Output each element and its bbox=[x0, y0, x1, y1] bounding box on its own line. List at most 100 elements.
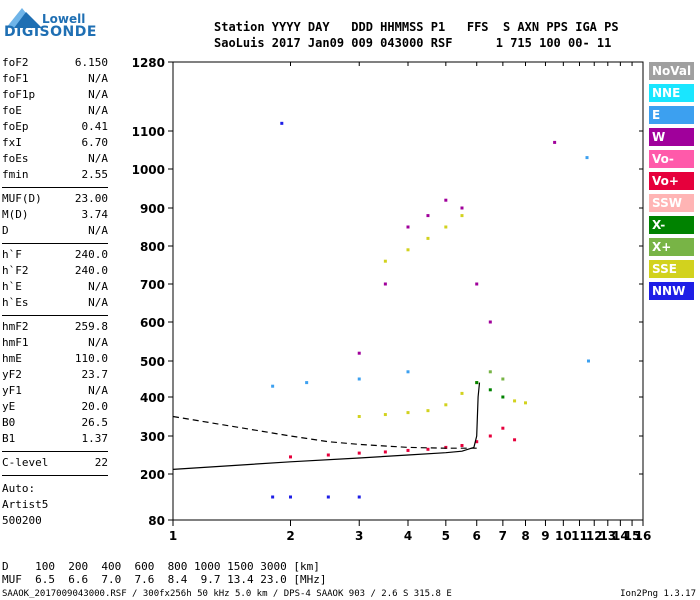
y-tick-label: 1000 bbox=[132, 163, 165, 177]
param-name: foEs bbox=[2, 152, 29, 165]
param-name: foF2 bbox=[2, 56, 29, 69]
scatter-point bbox=[585, 156, 589, 160]
param-name: yF1 bbox=[2, 384, 22, 397]
param-name: foE bbox=[2, 104, 22, 117]
y-tick-label: 600 bbox=[140, 316, 165, 330]
legend-item-nnw: NNW bbox=[649, 282, 694, 300]
scatter-point bbox=[357, 495, 361, 499]
x-tick-label: 15 bbox=[624, 529, 641, 543]
param-name: MUF(D) bbox=[2, 192, 42, 205]
logo-text-top: Lowell bbox=[42, 12, 86, 26]
param-value: 20.0 bbox=[81, 400, 109, 413]
param-value: N/A bbox=[88, 336, 108, 349]
y-tick-label: 500 bbox=[140, 355, 165, 369]
param-row-foep: foEp 0.41 bbox=[2, 120, 108, 136]
scatter-point bbox=[280, 121, 284, 125]
scatter-point bbox=[501, 426, 505, 430]
logo-text-bottom: DIGISONDE bbox=[4, 24, 97, 40]
scatter-point bbox=[524, 401, 527, 405]
x-tick-label: 5 bbox=[442, 529, 450, 543]
scatter-point bbox=[406, 248, 410, 252]
legend-item-vo-minus: Vo- bbox=[649, 150, 694, 168]
param-name: C-level bbox=[2, 456, 49, 469]
y-tick-label: 1280 bbox=[132, 56, 165, 70]
scatter-point bbox=[326, 495, 330, 499]
footer-distance-line: D 100 200 400 600 800 1000 1500 3000 [km… bbox=[2, 560, 320, 573]
profile-solid-curve bbox=[172, 382, 481, 470]
param-row-fmin: fmin 2.55 bbox=[2, 168, 108, 184]
scatter-point bbox=[488, 388, 492, 392]
y-tick-label: 800 bbox=[140, 240, 165, 254]
autoscaling-artist: Artist5 bbox=[2, 498, 49, 511]
param-row-yf1: yF1 N/A bbox=[2, 384, 108, 400]
scatter-point bbox=[513, 438, 517, 442]
y-tick-label: 200 bbox=[140, 468, 165, 482]
param-value: 6.150 bbox=[74, 56, 108, 69]
param-value: N/A bbox=[88, 152, 108, 165]
param-row-mufd: MUF(D) 23.00 bbox=[2, 192, 108, 208]
scatter-point bbox=[289, 455, 292, 459]
param-name: h`F2 bbox=[2, 264, 29, 277]
scatter-point bbox=[444, 198, 448, 202]
x-tick-label: 2 bbox=[286, 529, 294, 543]
scatter-point bbox=[426, 214, 430, 218]
param-name: D bbox=[2, 224, 9, 237]
scatter-point bbox=[357, 377, 361, 381]
param-row-fof2: foF2 6.150 bbox=[2, 56, 108, 72]
param-value: 110.0 bbox=[74, 352, 108, 365]
param-value: 240.0 bbox=[74, 248, 108, 261]
scatter-point bbox=[383, 259, 387, 263]
footer-credit: Ion2Png 1.3.17 bbox=[620, 589, 696, 599]
param-value: 240.0 bbox=[74, 264, 108, 277]
scatter-point bbox=[475, 440, 479, 444]
scatter-point bbox=[460, 214, 464, 218]
param-name: h`Es bbox=[2, 296, 29, 309]
param-value: 1.37 bbox=[81, 432, 109, 445]
param-name: yE bbox=[2, 400, 16, 413]
scatter-point bbox=[475, 381, 479, 385]
x-tick-label: 8 bbox=[521, 529, 529, 543]
scatter-point bbox=[357, 415, 361, 418]
legend-item-nne: NNE bbox=[649, 84, 694, 102]
param-separator bbox=[2, 475, 108, 476]
scatter-point bbox=[553, 140, 557, 144]
scatter-point bbox=[357, 451, 361, 455]
scatter-point bbox=[426, 409, 430, 413]
param-row-hme: hmE 110.0 bbox=[2, 352, 108, 368]
legend-item-ssw: SSW bbox=[649, 194, 694, 212]
legend-item-x-minus: X- bbox=[649, 216, 694, 234]
scatter-point bbox=[488, 370, 492, 374]
scatter-point bbox=[460, 391, 464, 395]
param-row-ye: yE 20.0 bbox=[2, 400, 108, 416]
autoscaling-code: 500200 bbox=[2, 514, 42, 527]
param-row-fxi: fxI 6.70 bbox=[2, 136, 108, 152]
param-separator bbox=[2, 315, 108, 316]
param-value: N/A bbox=[88, 104, 108, 117]
scatter-point bbox=[406, 225, 410, 229]
param-value: 3.74 bbox=[81, 208, 109, 221]
param-name: hmE bbox=[2, 352, 22, 365]
y-tick-label: 300 bbox=[140, 430, 165, 444]
lowell-digisonde-logo: Lowell DIGISONDE bbox=[4, 6, 96, 46]
x-tick-label: 1 bbox=[169, 529, 177, 543]
param-value: 23.7 bbox=[81, 368, 109, 381]
param-row-hmf1: hmF1 N/A bbox=[2, 336, 108, 352]
param-value: 2.55 bbox=[81, 168, 109, 181]
scatter-point bbox=[501, 395, 505, 399]
param-name: h`E bbox=[2, 280, 22, 293]
param-value: N/A bbox=[88, 72, 108, 85]
param-value: 0.41 bbox=[81, 120, 109, 133]
scatter-point bbox=[513, 399, 517, 403]
scatter-point bbox=[383, 282, 387, 286]
legend-item-vo-plus: Vo+ bbox=[649, 172, 694, 190]
param-row-hmf2: hmF2 259.8 bbox=[2, 320, 108, 336]
x-tick-label: 9 bbox=[541, 529, 549, 543]
param-name: B0 bbox=[2, 416, 16, 429]
param-row-b1: B1 1.37 bbox=[2, 432, 108, 448]
legend-item-noval: NoVal bbox=[649, 62, 694, 80]
scatter-point bbox=[460, 206, 464, 210]
param-row-he: h`E N/A bbox=[2, 280, 108, 296]
param-name: yF2 bbox=[2, 368, 22, 381]
x-tick-label: 7 bbox=[499, 529, 507, 543]
